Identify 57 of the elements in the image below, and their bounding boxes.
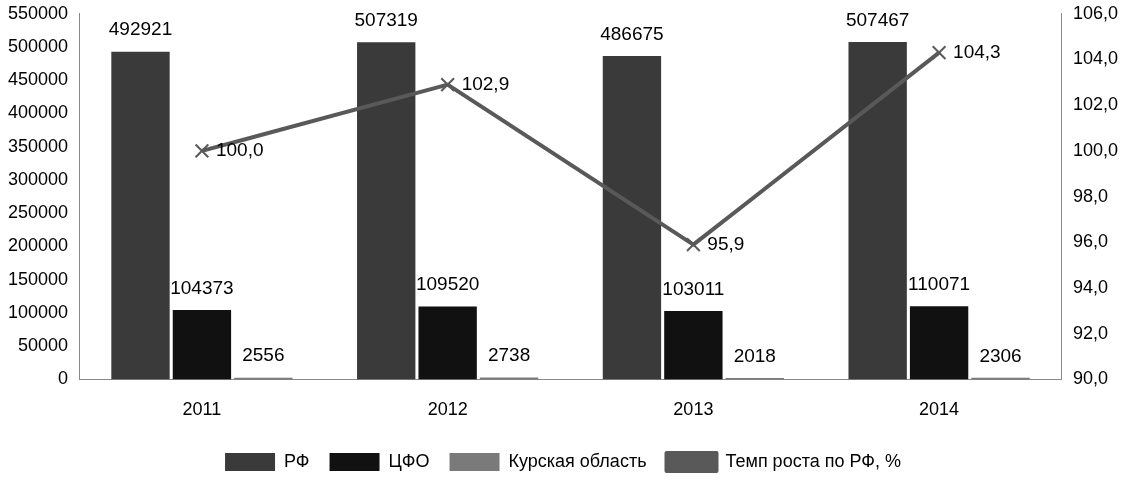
- legend-label: Темп роста по РФ, %: [725, 450, 901, 471]
- y2-tick-label: 98,0: [1072, 185, 1108, 206]
- y-tick-label: 300000: [7, 168, 69, 189]
- y-tick-label: 500000: [7, 36, 69, 57]
- point: [194, 143, 210, 159]
- bar: [172, 310, 232, 380]
- point: [931, 45, 947, 61]
- x-tick-label: 2013: [673, 399, 714, 420]
- data-label: 2556: [242, 344, 285, 366]
- bar: [418, 306, 477, 380]
- y-tick-label: 350000: [7, 135, 69, 156]
- y2-tick-label: 90,0: [1072, 368, 1108, 389]
- y-tick-label: 400000: [7, 102, 69, 123]
- y-tick-label: 200000: [7, 235, 69, 256]
- data-label: 95,9: [707, 232, 745, 254]
- y2-tick-label: 104,0: [1072, 48, 1118, 69]
- y-tick-label: 450000: [7, 69, 69, 90]
- y2-tick-label: 102,0: [1072, 94, 1118, 115]
- y2-tick-label: 106,0: [1072, 2, 1118, 23]
- data-label: 104,3: [953, 40, 1001, 62]
- y-tick-label: 150000: [7, 268, 69, 289]
- data-label: 2018: [733, 344, 776, 366]
- data-label: 104373: [170, 276, 234, 298]
- legend-label: РФ: [284, 450, 310, 471]
- x-tick-label: 2011: [182, 399, 222, 420]
- data-label: 2306: [979, 344, 1022, 366]
- x-tick-label: 2012: [427, 399, 468, 420]
- data-label: 110071: [908, 272, 971, 294]
- data-label: 109520: [415, 273, 480, 295]
- bar: [848, 42, 907, 380]
- point: [440, 77, 456, 92]
- point: [686, 237, 701, 252]
- y-tick-label: 50000: [18, 335, 69, 356]
- data-label: 103011: [662, 277, 725, 299]
- y-tick-label: 0: [58, 368, 69, 389]
- data-label: 507467: [845, 8, 910, 30]
- x-tick-label: 2014: [919, 399, 960, 420]
- legend-label: Курская область: [508, 450, 647, 471]
- bar: [111, 51, 170, 380]
- bar: [664, 310, 723, 380]
- y-tick-label: 100000: [7, 301, 69, 322]
- y-tick-label: 550000: [7, 2, 69, 23]
- bar: [909, 306, 969, 380]
- data-label: 486675: [600, 22, 664, 44]
- data-label: 492921: [108, 18, 173, 40]
- data-label: 507319: [354, 8, 418, 30]
- bar: [602, 55, 662, 380]
- data-label: 100,0: [215, 139, 264, 161]
- y-tick-label: 250000: [7, 202, 69, 223]
- y2-tick-label: 100,0: [1072, 139, 1118, 160]
- data-label: 102,9: [461, 72, 510, 94]
- bar: [357, 42, 416, 380]
- y2-tick-label: 94,0: [1072, 276, 1108, 297]
- data-label: 2738: [487, 344, 531, 366]
- y2-tick-label: 92,0: [1072, 322, 1108, 343]
- legend-label: ЦФО: [388, 450, 430, 471]
- y2-tick-label: 96,0: [1072, 231, 1108, 252]
